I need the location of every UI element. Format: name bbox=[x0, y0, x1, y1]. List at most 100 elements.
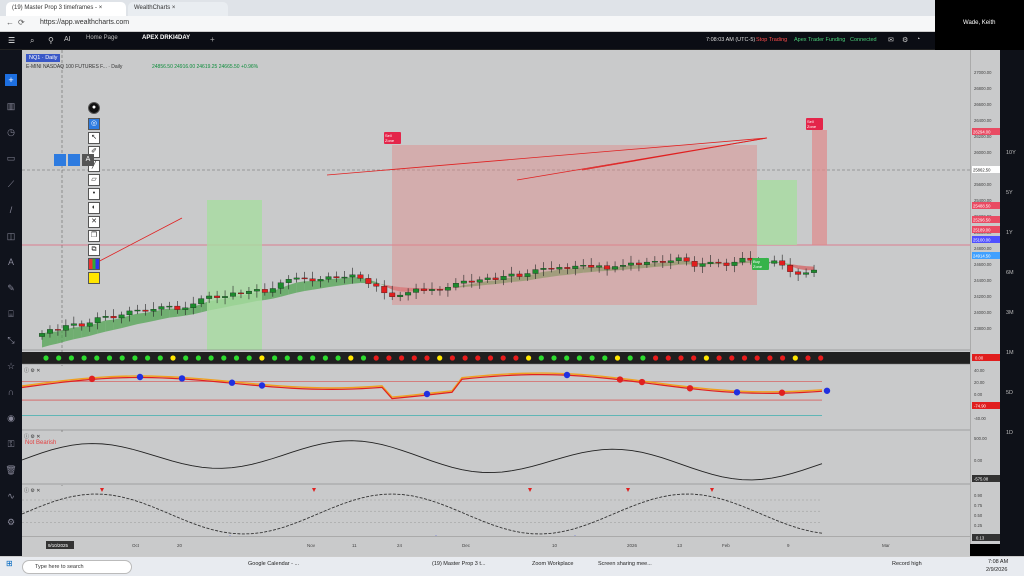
clock-icon[interactable]: ◷ bbox=[7, 127, 15, 137]
magnifier-icon[interactable]: ⚲ bbox=[48, 36, 54, 45]
sell-zone-tag-bg bbox=[384, 132, 401, 144]
clone-icon[interactable]: ⧉ bbox=[88, 244, 100, 256]
candle-body bbox=[795, 271, 802, 275]
arrow-icon[interactable]: ↖ bbox=[88, 132, 100, 144]
ruler-icon[interactable]: ⌸ bbox=[8, 309, 14, 319]
candle-body bbox=[389, 292, 396, 297]
candle-body bbox=[540, 268, 547, 270]
lock-icon[interactable]: ⚿ bbox=[7, 439, 15, 449]
highlighter-icon[interactable] bbox=[68, 154, 80, 166]
address-bar[interactable]: ← ⟳ https://app.wealthcharts.com bbox=[0, 16, 935, 32]
signal-dot bbox=[538, 355, 544, 361]
osc2-badge-bg bbox=[972, 475, 1000, 482]
apex-status[interactable]: Apex Trader Funding bbox=[794, 37, 846, 43]
timeframe-1y[interactable]: 1Y bbox=[1006, 230, 1013, 236]
price-tick-label: 25400.00 bbox=[974, 198, 992, 203]
reload-icon[interactable]: ⟳ bbox=[18, 18, 25, 27]
candle-body bbox=[182, 307, 189, 310]
signal-dot bbox=[183, 355, 189, 361]
price-badge: 25488.50 bbox=[973, 204, 991, 209]
candle-body bbox=[803, 272, 810, 275]
symbol-badge[interactable]: NQ1 · Daily bbox=[26, 54, 61, 62]
osc3-sell-arrow bbox=[528, 488, 532, 492]
taskbar-google-calendar[interactable]: Google Calendar - ... bbox=[248, 561, 300, 567]
shapes-icon[interactable]: ◫ bbox=[6, 231, 16, 241]
price-axis[interactable]: 27000.00 26800.00 26600.00 26400.00 26200.00… bbox=[970, 50, 1000, 544]
bell-icon[interactable]: ◔ bbox=[916, 36, 921, 43]
timeframe-3m[interactable]: 3M bbox=[1006, 310, 1014, 316]
signal-dot bbox=[119, 355, 125, 361]
ai-icon[interactable]: AI bbox=[64, 36, 71, 43]
taskbar: ⊞ Type here to search Google Calendar - … bbox=[0, 556, 1024, 576]
timeframe-5y[interactable]: 5Y bbox=[1006, 190, 1013, 196]
text-icon[interactable]: A bbox=[7, 257, 14, 267]
back-icon[interactable]: ← bbox=[6, 18, 14, 27]
line-icon[interactable]: / bbox=[9, 205, 13, 215]
dot-icon[interactable]: • bbox=[88, 188, 100, 200]
taskbar-master-prop[interactable]: (19) Master Prop 3 t... bbox=[432, 561, 486, 567]
measure-icon[interactable]: ⤡ bbox=[7, 335, 15, 345]
layout-icon[interactable]: ▭ bbox=[6, 153, 16, 163]
windows-icon[interactable]: ⊞ bbox=[6, 559, 13, 568]
taskbar-screen-sharing[interactable]: Screen sharing mee... bbox=[598, 561, 652, 567]
chat-icon[interactable]: ✉ bbox=[888, 37, 894, 44]
candle-body bbox=[771, 260, 778, 264]
candle-body bbox=[62, 325, 69, 331]
browser-tab-wealthcharts[interactable]: WealthCharts × bbox=[128, 2, 228, 16]
select-icon[interactable] bbox=[54, 154, 66, 166]
eye-icon[interactable]: ◉ bbox=[7, 413, 15, 423]
wave-icon[interactable]: ∿ bbox=[7, 491, 15, 501]
timeframe-5d[interactable]: 5D bbox=[1006, 390, 1014, 396]
time-tick-label: Oct bbox=[132, 543, 140, 548]
ribbon-segment bbox=[336, 278, 345, 286]
connected-status: Connected bbox=[850, 37, 877, 43]
delete-icon[interactable]: ✕ bbox=[88, 216, 100, 228]
browser-tab-label: WealthCharts × bbox=[134, 5, 176, 11]
trend-icon[interactable]: ⟋ bbox=[7, 179, 15, 189]
taskbar-search-box[interactable]: Type here to search bbox=[22, 560, 132, 574]
cursor-icon[interactable]: ◎ bbox=[88, 118, 100, 130]
settings-icon[interactable]: ⚙ bbox=[6, 517, 16, 527]
timeframe-1d[interactable]: 1D bbox=[1006, 430, 1014, 436]
highlight-icon[interactable] bbox=[88, 272, 100, 284]
copy-icon[interactable]: ❐ bbox=[88, 230, 100, 242]
candle-body bbox=[811, 269, 817, 273]
gear-icon[interactable]: ⚙ bbox=[902, 37, 909, 44]
timeframe-6m[interactable]: 6M bbox=[1006, 270, 1014, 276]
stop-trading-status[interactable]: Stop Trading bbox=[756, 37, 788, 43]
browser-tab-master-prop[interactable]: (19) Master Prop 3 timeframes - × bbox=[6, 2, 126, 16]
signal-dot bbox=[157, 355, 163, 361]
eraser-icon[interactable]: ▱ bbox=[88, 174, 100, 186]
lightbulb-icon[interactable]: ● bbox=[88, 102, 100, 114]
chart-area[interactable]: Sell Zone Sell Zone Buy Zone ⓘ ⚙ ✕ ⓘ ⚙ ✕ ⓘ ⚙ ✕ N… bbox=[22, 50, 970, 544]
text-tool-icon[interactable]: A bbox=[82, 154, 94, 166]
tab-home-page[interactable]: Home Page bbox=[86, 35, 118, 41]
time-axis[interactable]: 9/10/2025 Oct 20 Nov 11 24 Dec 10 2026 13 Feb 9 Mar bbox=[22, 536, 970, 556]
star-icon[interactable]: ☆ bbox=[6, 361, 16, 371]
plus-icon[interactable]: + bbox=[5, 74, 17, 86]
price-badge-bg bbox=[972, 252, 1000, 259]
ribbon-segment bbox=[543, 270, 552, 278]
eye-toggle-icon[interactable]: ◐ bbox=[88, 202, 100, 214]
timeframe-1m[interactable]: 1M bbox=[1006, 350, 1014, 356]
ribbon-segment bbox=[559, 269, 568, 276]
taskbar-search-placeholder[interactable]: Type here to search bbox=[35, 564, 84, 570]
url-text[interactable]: https://app.wealthcharts.com bbox=[40, 19, 130, 26]
taskbar-zoom[interactable]: Zoom Workplace bbox=[532, 561, 574, 567]
color-palette-icon[interactable] bbox=[88, 258, 100, 270]
brush-icon[interactable]: ✎ bbox=[7, 283, 15, 293]
candle-body bbox=[301, 277, 308, 280]
not-bearish-label: Not Bearish bbox=[25, 440, 57, 446]
buy-zone-tag-bg bbox=[752, 258, 769, 270]
osc1-badge-bg bbox=[972, 402, 1000, 409]
trash-icon[interactable]: 🗑 bbox=[5, 465, 17, 475]
menu-icon[interactable]: ☰ bbox=[8, 36, 16, 45]
tab-apex[interactable]: APEX DRKI4DAY bbox=[142, 35, 191, 41]
time-tick-label: 24 bbox=[397, 543, 403, 548]
magnet-icon[interactable]: ∩ bbox=[7, 387, 15, 397]
timeframe-10y[interactable]: 10Y bbox=[1006, 150, 1016, 156]
add-tab-icon[interactable]: + bbox=[210, 35, 215, 44]
chart-type-icon[interactable]: ▥ bbox=[6, 101, 16, 111]
search-icon[interactable]: ⌕ bbox=[30, 36, 35, 45]
